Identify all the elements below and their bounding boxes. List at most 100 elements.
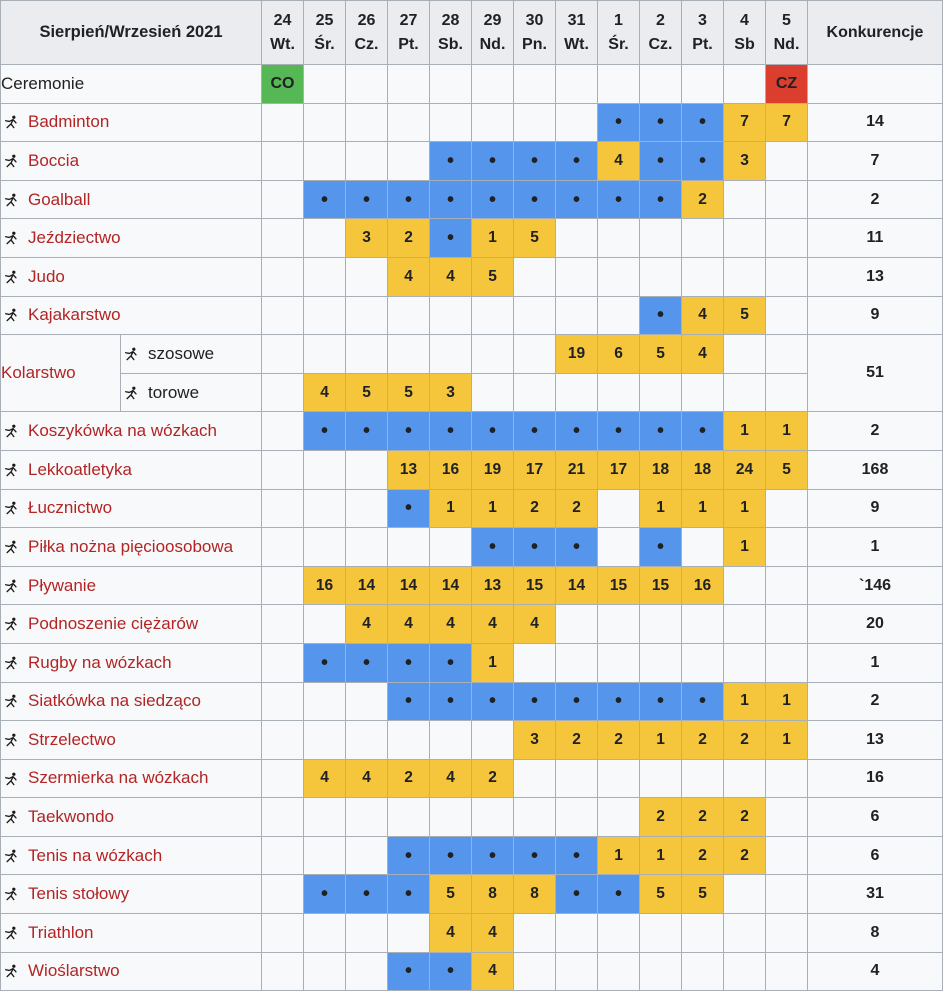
sport-link-szermierka-na-wozkach[interactable]: Szermierka na wózkach <box>28 768 209 788</box>
event-day-cell-siatkowka-na-siedzaco-28: • <box>429 681 472 722</box>
sport-link-koszykowka-na-wozkach[interactable]: Koszykówka na wózkach <box>28 421 217 441</box>
sport-link-boccia[interactable]: Boccia <box>28 150 80 170</box>
event-day-cell-rugby-na-wozkach-26: • <box>345 642 388 683</box>
szermierka-na-wozkach-icon <box>5 772 17 785</box>
event-day-cell-rugby-na-wozkach-27: • <box>387 642 430 683</box>
medal-day-cell-lekkoatletyka-28: 16 <box>429 449 472 490</box>
sport-link-judo[interactable]: Judo <box>28 266 65 286</box>
day-of-week: Pt. <box>692 35 713 53</box>
medal-day-cell-boccia-4: 3 <box>723 141 766 181</box>
sport-link-triathlon[interactable]: Triathlon <box>28 922 94 942</box>
sport-link-rugby-na-wozkach[interactable]: Rugby na wózkach <box>28 652 172 672</box>
sport-link-badminton[interactable]: Badminton <box>28 112 110 132</box>
calendar-month-title: Sierpień/Wrzesień 2021 <box>0 0 262 65</box>
row-podnoszenie-ciezarow: Podnoszenie ciężarów 4 4 4 4 4 20 <box>0 604 943 644</box>
medal-day-cell-szermierka-na-wozkach-26: 4 <box>345 758 388 799</box>
empty-cell <box>261 141 304 181</box>
empty-cell <box>723 642 766 683</box>
empty-cell <box>765 835 808 876</box>
sport-link-goalball[interactable]: Goalball <box>28 189 91 209</box>
sport-link-lekkoatletyka[interactable]: Lekkoatletyka <box>28 459 132 479</box>
event-day-cell-badminton-3: • <box>681 102 724 143</box>
sport-link-wioslarstwo[interactable]: Wioślarstwo <box>28 961 120 981</box>
jezdziectwo-icon <box>5 231 17 245</box>
sport-link-tenis-na-wozkach[interactable]: Tenis na wózkach <box>28 845 163 865</box>
sport-link-taekwondo[interactable]: Taekwondo <box>28 807 115 827</box>
event-day-cell-pilka-nozna-piecioosobowa-2: • <box>639 527 682 567</box>
sport-link-podnoszenie-ciezarow[interactable]: Podnoszenie ciężarów <box>28 614 199 634</box>
medal-day-cell-jezdziectwo-26: 3 <box>345 218 388 258</box>
medal-day-cell-strzelectwo-30: 3 <box>513 720 556 760</box>
day-of-week: Cz. <box>354 35 379 53</box>
sport-link-kolarstwo[interactable]: Kolarstwo <box>1 363 76 383</box>
day-header-29: 29 Nd. <box>471 0 514 65</box>
sport-name-koszykowka-na-wozkach: Koszykówka na wózkach <box>0 411 262 451</box>
medal-day-cell-kolarstwo-szosowe-31: 19 <box>555 334 598 374</box>
medal-day-cell-podnoszenie-ciezarow-30: 4 <box>513 604 556 644</box>
events-total-rugby-na-wozkach: 1 <box>807 642 943 683</box>
sport-link-jezdziectwo[interactable]: Jeździectwo <box>28 228 121 248</box>
empty-cell <box>345 527 388 567</box>
event-day-cell-tenis-stolowy-1: • <box>597 874 640 915</box>
sport-link-lucznictwo[interactable]: Łucznictwo <box>28 498 113 518</box>
empty-cell <box>513 334 556 374</box>
strzelectwo-icon <box>5 733 17 747</box>
empty-cell <box>639 604 682 644</box>
row-goalball: Goalball • • • • • • • • • 2 2 <box>0 179 943 220</box>
medal-day-cell-plywanie-3: 16 <box>681 565 724 606</box>
event-day-cell-tenis-na-wozkach-30: • <box>513 835 556 876</box>
events-total-koszykowka-na-wozkach: 2 <box>807 411 943 451</box>
medal-day-cell-kajakarstwo-3: 4 <box>681 295 724 336</box>
day-header-5: 5 Nd. <box>765 0 808 65</box>
day-header-30: 30 Pn. <box>513 0 556 65</box>
empty-cell <box>765 874 808 915</box>
events-total-jezdziectwo: 11 <box>807 218 943 258</box>
empty-cell <box>723 334 766 374</box>
event-day-cell-goalball-27: • <box>387 179 430 220</box>
events-total-goalball: 2 <box>807 179 943 220</box>
event-day-cell-koszykowka-na-wozkach-26: • <box>345 411 388 451</box>
day-of-week: Śr. <box>608 35 629 53</box>
empty-cell <box>261 951 304 991</box>
medal-day-cell-plywanie-28: 14 <box>429 565 472 606</box>
sport-link-plywanie[interactable]: Pływanie <box>28 575 97 595</box>
sport-link-siatkowka-na-siedzaco[interactable]: Siatkówka na siedząco <box>28 691 201 711</box>
empty-cell <box>723 758 766 799</box>
empty-cell <box>345 256 388 297</box>
empty-cell <box>639 951 682 991</box>
events-total-szermierka-na-wozkach: 16 <box>807 758 943 799</box>
empty-cell <box>597 527 640 567</box>
empty-cell <box>765 218 808 258</box>
sport-link-kajakarstwo[interactable]: Kajakarstwo <box>28 305 121 325</box>
empty-cell <box>429 527 472 567</box>
empty-cell <box>597 295 640 336</box>
medal-day-cell-kolarstwo-torowe-25: 4 <box>303 372 346 413</box>
empty-cell <box>723 64 766 104</box>
medal-day-cell-strzelectwo-4: 2 <box>723 720 766 760</box>
sport-name-lekkoatletyka: Lekkoatletyka <box>0 449 262 490</box>
medal-day-cell-kolarstwo-torowe-28: 3 <box>429 372 472 413</box>
events-total-boccia: 7 <box>807 141 943 181</box>
event-day-cell-goalball-30: • <box>513 179 556 220</box>
header-row: Sierpień/Wrzesień 2021 24 Wt. 25 Śr. 26 Cz. 27… <box>0 0 943 65</box>
empty-cell <box>261 527 304 567</box>
empty-cell <box>765 334 808 374</box>
empty-cell <box>345 835 388 876</box>
medal-day-cell-podnoszenie-ciezarow-29: 4 <box>471 604 514 644</box>
empty-cell <box>261 681 304 722</box>
row-lekkoatletyka: Lekkoatletyka 13 16 19 17 21 17 18 18 24 5 168 <box>0 449 943 490</box>
empty-cell <box>345 449 388 490</box>
medal-day-cell-tenis-stolowy-29: 8 <box>471 874 514 915</box>
sport-link-strzelectwo[interactable]: Strzelectwo <box>28 729 116 749</box>
day-number: 28 <box>441 12 460 30</box>
medal-day-cell-lekkoatletyka-30: 17 <box>513 449 556 490</box>
sport-name-kajakarstwo: Kajakarstwo <box>0 295 262 336</box>
medal-day-cell-taekwondo-4: 2 <box>723 797 766 837</box>
sport-link-pilka-nozna-piecioosobowa[interactable]: Piłka nożna pięcioosobowa <box>28 536 234 556</box>
day-of-week: Nd. <box>479 35 506 53</box>
medal-day-cell-jezdziectwo-30: 5 <box>513 218 556 258</box>
medal-day-cell-szermierka-na-wozkach-28: 4 <box>429 758 472 799</box>
medal-day-cell-siatkowka-na-siedzaco-4: 1 <box>723 681 766 722</box>
sport-link-tenis-stolowy[interactable]: Tenis stołowy <box>28 884 130 904</box>
event-day-cell-goalball-31: • <box>555 179 598 220</box>
